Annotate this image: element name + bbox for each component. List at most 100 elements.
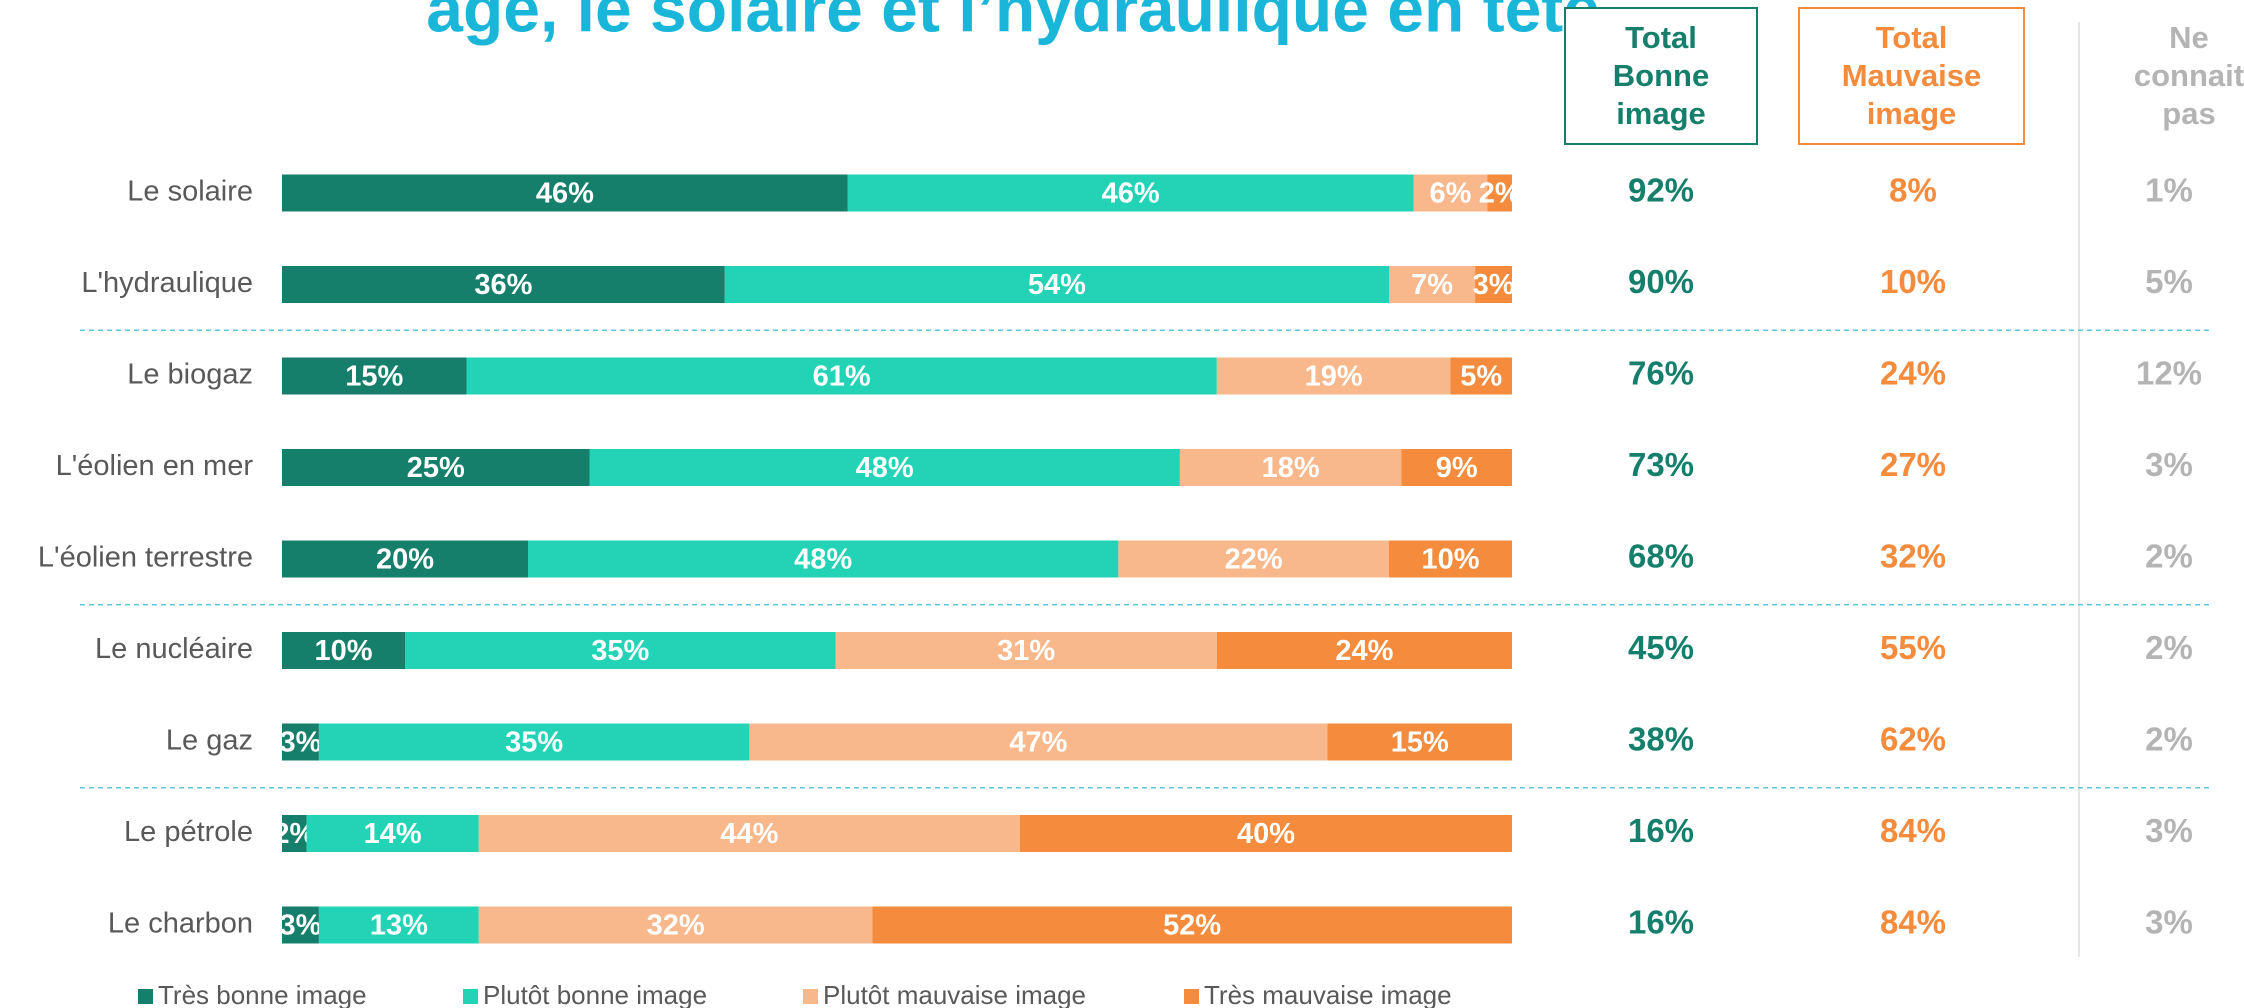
bar-segment bbox=[318, 723, 750, 761]
column-value: 10% bbox=[1880, 263, 1946, 300]
bar-segment bbox=[405, 632, 836, 669]
bar-segment bbox=[1450, 357, 1512, 395]
bar-value-label: 9% bbox=[1436, 452, 1478, 484]
column-header: Total Bonne image bbox=[1564, 7, 1758, 145]
column-value: 2% bbox=[2145, 629, 2193, 666]
column-header: Ne connait pas bbox=[2129, 7, 2244, 145]
bar-value-label: 6% bbox=[1430, 178, 1472, 210]
bar-value-label: 22% bbox=[1225, 544, 1283, 576]
bar-segment bbox=[478, 906, 873, 944]
bar-segment bbox=[1179, 449, 1402, 486]
bar-value-label: 7% bbox=[1411, 269, 1453, 301]
column-value: 2% bbox=[2145, 538, 2193, 575]
bar-value-label: 10% bbox=[314, 635, 372, 667]
bar-segment bbox=[724, 266, 1389, 303]
bar-value-label: 3% bbox=[279, 727, 321, 759]
column-value: 5% bbox=[2145, 263, 2193, 300]
bar-value-label: 10% bbox=[1421, 544, 1479, 576]
bar-segment bbox=[1389, 540, 1512, 578]
bar-value-label: 61% bbox=[813, 361, 871, 393]
column-value: 90% bbox=[1628, 263, 1694, 300]
bar-value-label: 3% bbox=[279, 910, 321, 942]
bar-segment bbox=[282, 449, 590, 486]
bar-value-label: 52% bbox=[1163, 910, 1221, 942]
column-value: 68% bbox=[1628, 538, 1694, 575]
category-label: L'éolien terrestre bbox=[38, 542, 253, 574]
column-value: 16% bbox=[1628, 812, 1694, 849]
legend-swatch bbox=[1184, 989, 1199, 1004]
category-label: Le biogaz bbox=[127, 359, 253, 391]
bar-segment bbox=[1020, 815, 1512, 852]
column-value: 2% bbox=[2145, 721, 2193, 758]
bar-segment bbox=[528, 540, 1119, 578]
column-value: 27% bbox=[1880, 446, 1946, 483]
bar-segment bbox=[1216, 632, 1512, 669]
column-value: 84% bbox=[1880, 812, 1946, 849]
column-value: 76% bbox=[1628, 355, 1694, 392]
legend-label: Plutôt mauvaise image bbox=[823, 980, 1086, 1008]
bar-segment bbox=[872, 906, 1512, 944]
bar-segment bbox=[1216, 357, 1451, 395]
category-label: Le solaire bbox=[127, 176, 253, 208]
legend-label: Plutôt bonne image bbox=[483, 980, 707, 1008]
column-value: 92% bbox=[1628, 172, 1694, 209]
category-label: Le pétrole bbox=[124, 816, 253, 848]
bar-segment bbox=[1401, 449, 1512, 486]
bar-value-label: 48% bbox=[794, 544, 852, 576]
column-value: 8% bbox=[1889, 172, 1937, 209]
bar-segment bbox=[282, 174, 848, 212]
bar-value-label: 24% bbox=[1335, 635, 1393, 667]
bar-segment bbox=[1413, 174, 1488, 212]
legend-swatch bbox=[463, 989, 478, 1004]
column-value: 3% bbox=[2145, 812, 2193, 849]
column-value: 3% bbox=[2145, 446, 2193, 483]
bar-value-label: 19% bbox=[1305, 361, 1363, 393]
bar-value-label: 46% bbox=[1102, 178, 1160, 210]
bar-value-label: 20% bbox=[376, 544, 434, 576]
column-header: Total Mauvaise image bbox=[1798, 7, 2025, 145]
bar-segment bbox=[1487, 174, 1512, 212]
bar-segment bbox=[306, 815, 479, 852]
legend-label: Très bonne image bbox=[158, 980, 367, 1008]
column-value: 45% bbox=[1628, 629, 1694, 666]
bar-segment bbox=[1118, 540, 1389, 578]
column-value: 24% bbox=[1880, 355, 1946, 392]
category-label: L'hydraulique bbox=[81, 267, 253, 299]
legend-label: Très mauvaise image bbox=[1204, 980, 1452, 1008]
bar-segment bbox=[835, 632, 1217, 669]
bar-segment bbox=[282, 266, 725, 303]
bar-segment bbox=[1475, 266, 1512, 303]
bar-segment bbox=[282, 632, 405, 669]
column-value: 12% bbox=[2136, 355, 2202, 392]
bar-value-label: 44% bbox=[720, 818, 778, 850]
bar-value-label: 13% bbox=[370, 910, 428, 942]
bar-value-label: 3% bbox=[1473, 269, 1515, 301]
chart-title: age, le solaire et l’hydraulique en tête bbox=[426, 0, 1600, 45]
column-value: 3% bbox=[2145, 904, 2193, 941]
bar-segment bbox=[466, 357, 1217, 395]
bar-value-label: 35% bbox=[505, 727, 563, 759]
column-value: 32% bbox=[1880, 538, 1946, 575]
bar-segment bbox=[1389, 266, 1476, 303]
category-label: Le charbon bbox=[108, 908, 253, 940]
bar-value-label: 31% bbox=[997, 635, 1055, 667]
bar-segment bbox=[282, 357, 467, 395]
bar-segment bbox=[749, 723, 1328, 761]
bar-value-label: 15% bbox=[1391, 727, 1449, 759]
category-label: L'éolien en mer bbox=[56, 450, 254, 482]
bar-value-label: 15% bbox=[345, 361, 403, 393]
bar-value-label: 47% bbox=[1009, 727, 1067, 759]
bar-segment bbox=[318, 906, 479, 944]
bar-value-label: 25% bbox=[407, 452, 465, 484]
column-value: 38% bbox=[1628, 721, 1694, 758]
bar-segment bbox=[282, 540, 528, 578]
category-label: Le nucléaire bbox=[95, 633, 253, 665]
bar-segment bbox=[589, 449, 1180, 486]
bar-value-label: 36% bbox=[474, 269, 532, 301]
bar-segment bbox=[282, 815, 307, 852]
bar-segment bbox=[478, 815, 1020, 852]
bar-value-label: 2% bbox=[1479, 178, 1521, 210]
bar-value-label: 32% bbox=[647, 910, 705, 942]
